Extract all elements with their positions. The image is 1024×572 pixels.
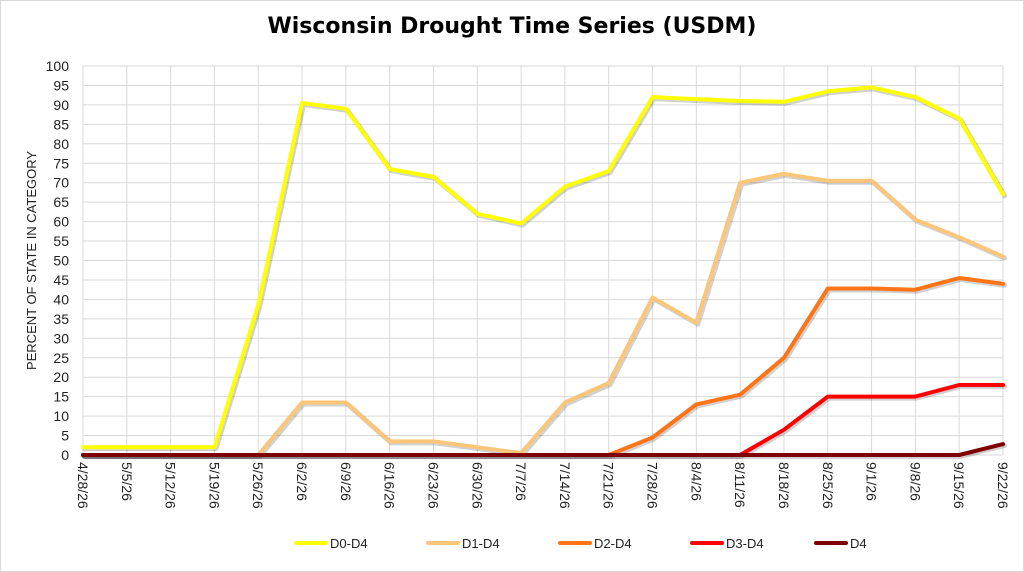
chart-title: Wisconsin Drought Time Series (USDM) xyxy=(267,14,757,39)
y-tick-label: 10 xyxy=(53,408,69,424)
x-tick-label: 9/15/26 xyxy=(951,462,967,509)
y-tick-label: 30 xyxy=(53,330,69,346)
y-tick-labels: 0 5 10 15 20 25 30 35 40 45 50 55 60 65 70 75 80 85 90 95 10… xyxy=(46,58,70,463)
y-tick-label: 80 xyxy=(53,136,69,152)
series-line-d1-d4 xyxy=(81,171,1005,457)
y-tick-label: 100 xyxy=(46,58,70,74)
x-tick-label: 6/2/26 xyxy=(294,462,310,501)
legend-item-d1-d4: D1-D4 xyxy=(426,536,500,551)
x-tick-label: 5/19/26 xyxy=(206,462,222,509)
y-tick-label: 25 xyxy=(53,350,69,366)
legend: D0-D4 D1-D4 D2-D4 D3-D4 D4 xyxy=(294,536,867,551)
legend-item-d0-d4: D0-D4 xyxy=(294,536,368,551)
x-tick-label: 4/28/26 xyxy=(75,462,91,509)
x-tick-label: 8/4/26 xyxy=(688,462,704,501)
y-tick-label: 60 xyxy=(53,214,69,230)
x-tick-label: 7/14/26 xyxy=(557,462,573,509)
legend-item-d2-d4: D2-D4 xyxy=(558,536,632,551)
x-tick-label: 8/18/26 xyxy=(776,462,792,509)
legend-label: D1-D4 xyxy=(462,536,500,551)
x-tick-label: 7/21/26 xyxy=(601,462,617,509)
legend-label: D4 xyxy=(850,536,867,551)
y-tick-label: 55 xyxy=(53,233,69,249)
legend-label: D2-D4 xyxy=(594,536,632,551)
x-tick-labels: 4/28/26 5/5/26 5/12/26 5/19/26 5/26/26 6/2/26… xyxy=(75,462,1011,509)
x-tick-label: 8/25/26 xyxy=(820,462,836,509)
y-tick-label: 85 xyxy=(53,116,69,132)
y-tick-label: 65 xyxy=(53,194,69,210)
x-tick-label: 5/26/26 xyxy=(250,462,266,509)
x-tick-label: 7/7/26 xyxy=(513,462,529,501)
y-tick-label: 95 xyxy=(53,77,69,93)
legend-item-d4: D4 xyxy=(814,536,867,551)
series-line-d0-d4 xyxy=(81,85,1005,450)
x-tick-label: 5/12/26 xyxy=(163,462,179,509)
x-tick-label: 6/23/26 xyxy=(425,462,441,509)
x-tick-label: 6/30/26 xyxy=(469,462,485,509)
x-tick-label: 9/22/26 xyxy=(995,462,1011,509)
y-tick-label: 0 xyxy=(61,447,69,463)
y-tick-label: 5 xyxy=(61,428,69,444)
x-tick-label: 7/28/26 xyxy=(645,462,661,509)
x-tick-label: 6/9/26 xyxy=(338,462,354,501)
series-lines xyxy=(81,85,1007,459)
legend-label: D0-D4 xyxy=(330,536,368,551)
y-axis-title: PERCENT OF STATE IN CATEGORY xyxy=(24,151,39,370)
y-tick-label: 40 xyxy=(53,291,69,307)
y-tick-label: 90 xyxy=(53,97,69,113)
y-tick-label: 75 xyxy=(53,155,69,171)
legend-item-d3-d4: D3-D4 xyxy=(690,536,764,551)
series-line-d4 xyxy=(81,442,1005,457)
legend-label: D3-D4 xyxy=(726,536,764,551)
y-tick-label: 45 xyxy=(53,272,69,288)
x-tick-label: 6/16/26 xyxy=(382,462,398,509)
y-tick-label: 50 xyxy=(53,253,69,269)
y-tick-label: 70 xyxy=(53,175,69,191)
x-tick-label: 8/11/26 xyxy=(732,462,748,508)
x-tick-label: 9/1/26 xyxy=(864,462,880,501)
y-tick-label: 20 xyxy=(53,369,69,385)
x-tick-label: 5/5/26 xyxy=(119,462,135,501)
y-tick-label: 15 xyxy=(53,389,69,405)
x-tick-label: 9/8/26 xyxy=(907,462,923,501)
y-tick-label: 35 xyxy=(53,311,69,327)
